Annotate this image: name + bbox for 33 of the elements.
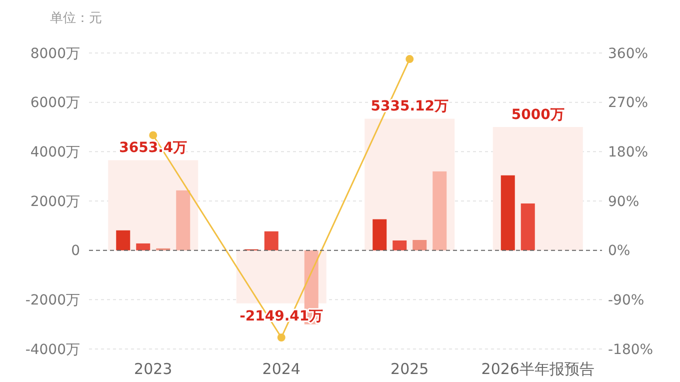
y-tick-label: 8000万: [30, 46, 80, 62]
y2-tick-label: 360%: [608, 46, 648, 62]
bar: [412, 240, 427, 250]
bar: [372, 219, 387, 250]
bar: [264, 231, 278, 250]
y2-tick-label: -90%: [608, 292, 644, 309]
bar: [432, 171, 447, 250]
y2-tick-label: 270%: [608, 95, 648, 112]
bar: [500, 175, 515, 250]
y2-tick-label: 90%: [608, 194, 640, 210]
y-tick-label: 2000万: [30, 194, 80, 210]
bar: [176, 190, 190, 250]
x-tick-label: 2023: [134, 360, 172, 378]
bar: [116, 230, 130, 250]
point: [277, 333, 286, 342]
point: [406, 55, 414, 64]
y-tick-label: 6000万: [30, 95, 80, 112]
bar: [392, 240, 407, 250]
point: [149, 131, 158, 140]
x-tick-label: 2026半年报预告: [481, 360, 594, 378]
x-tick-label: 2025: [390, 360, 429, 378]
y2-tick-label: -180%: [608, 342, 654, 358]
bar: [136, 243, 150, 250]
y-tick-label: -2000万: [25, 292, 80, 309]
y-tick-label: 0: [71, 243, 80, 260]
y-axis-title: 单位：元: [50, 11, 102, 26]
y-tick-label: 4000万: [30, 144, 80, 161]
y2-tick-label: 0%: [608, 243, 630, 260]
bar: [520, 203, 535, 250]
data-label: 5000万: [511, 107, 564, 123]
x-tick-label: 2024: [262, 360, 300, 378]
y2-tick-label: 180%: [608, 144, 648, 161]
y-tick-label: -4000万: [25, 342, 80, 358]
